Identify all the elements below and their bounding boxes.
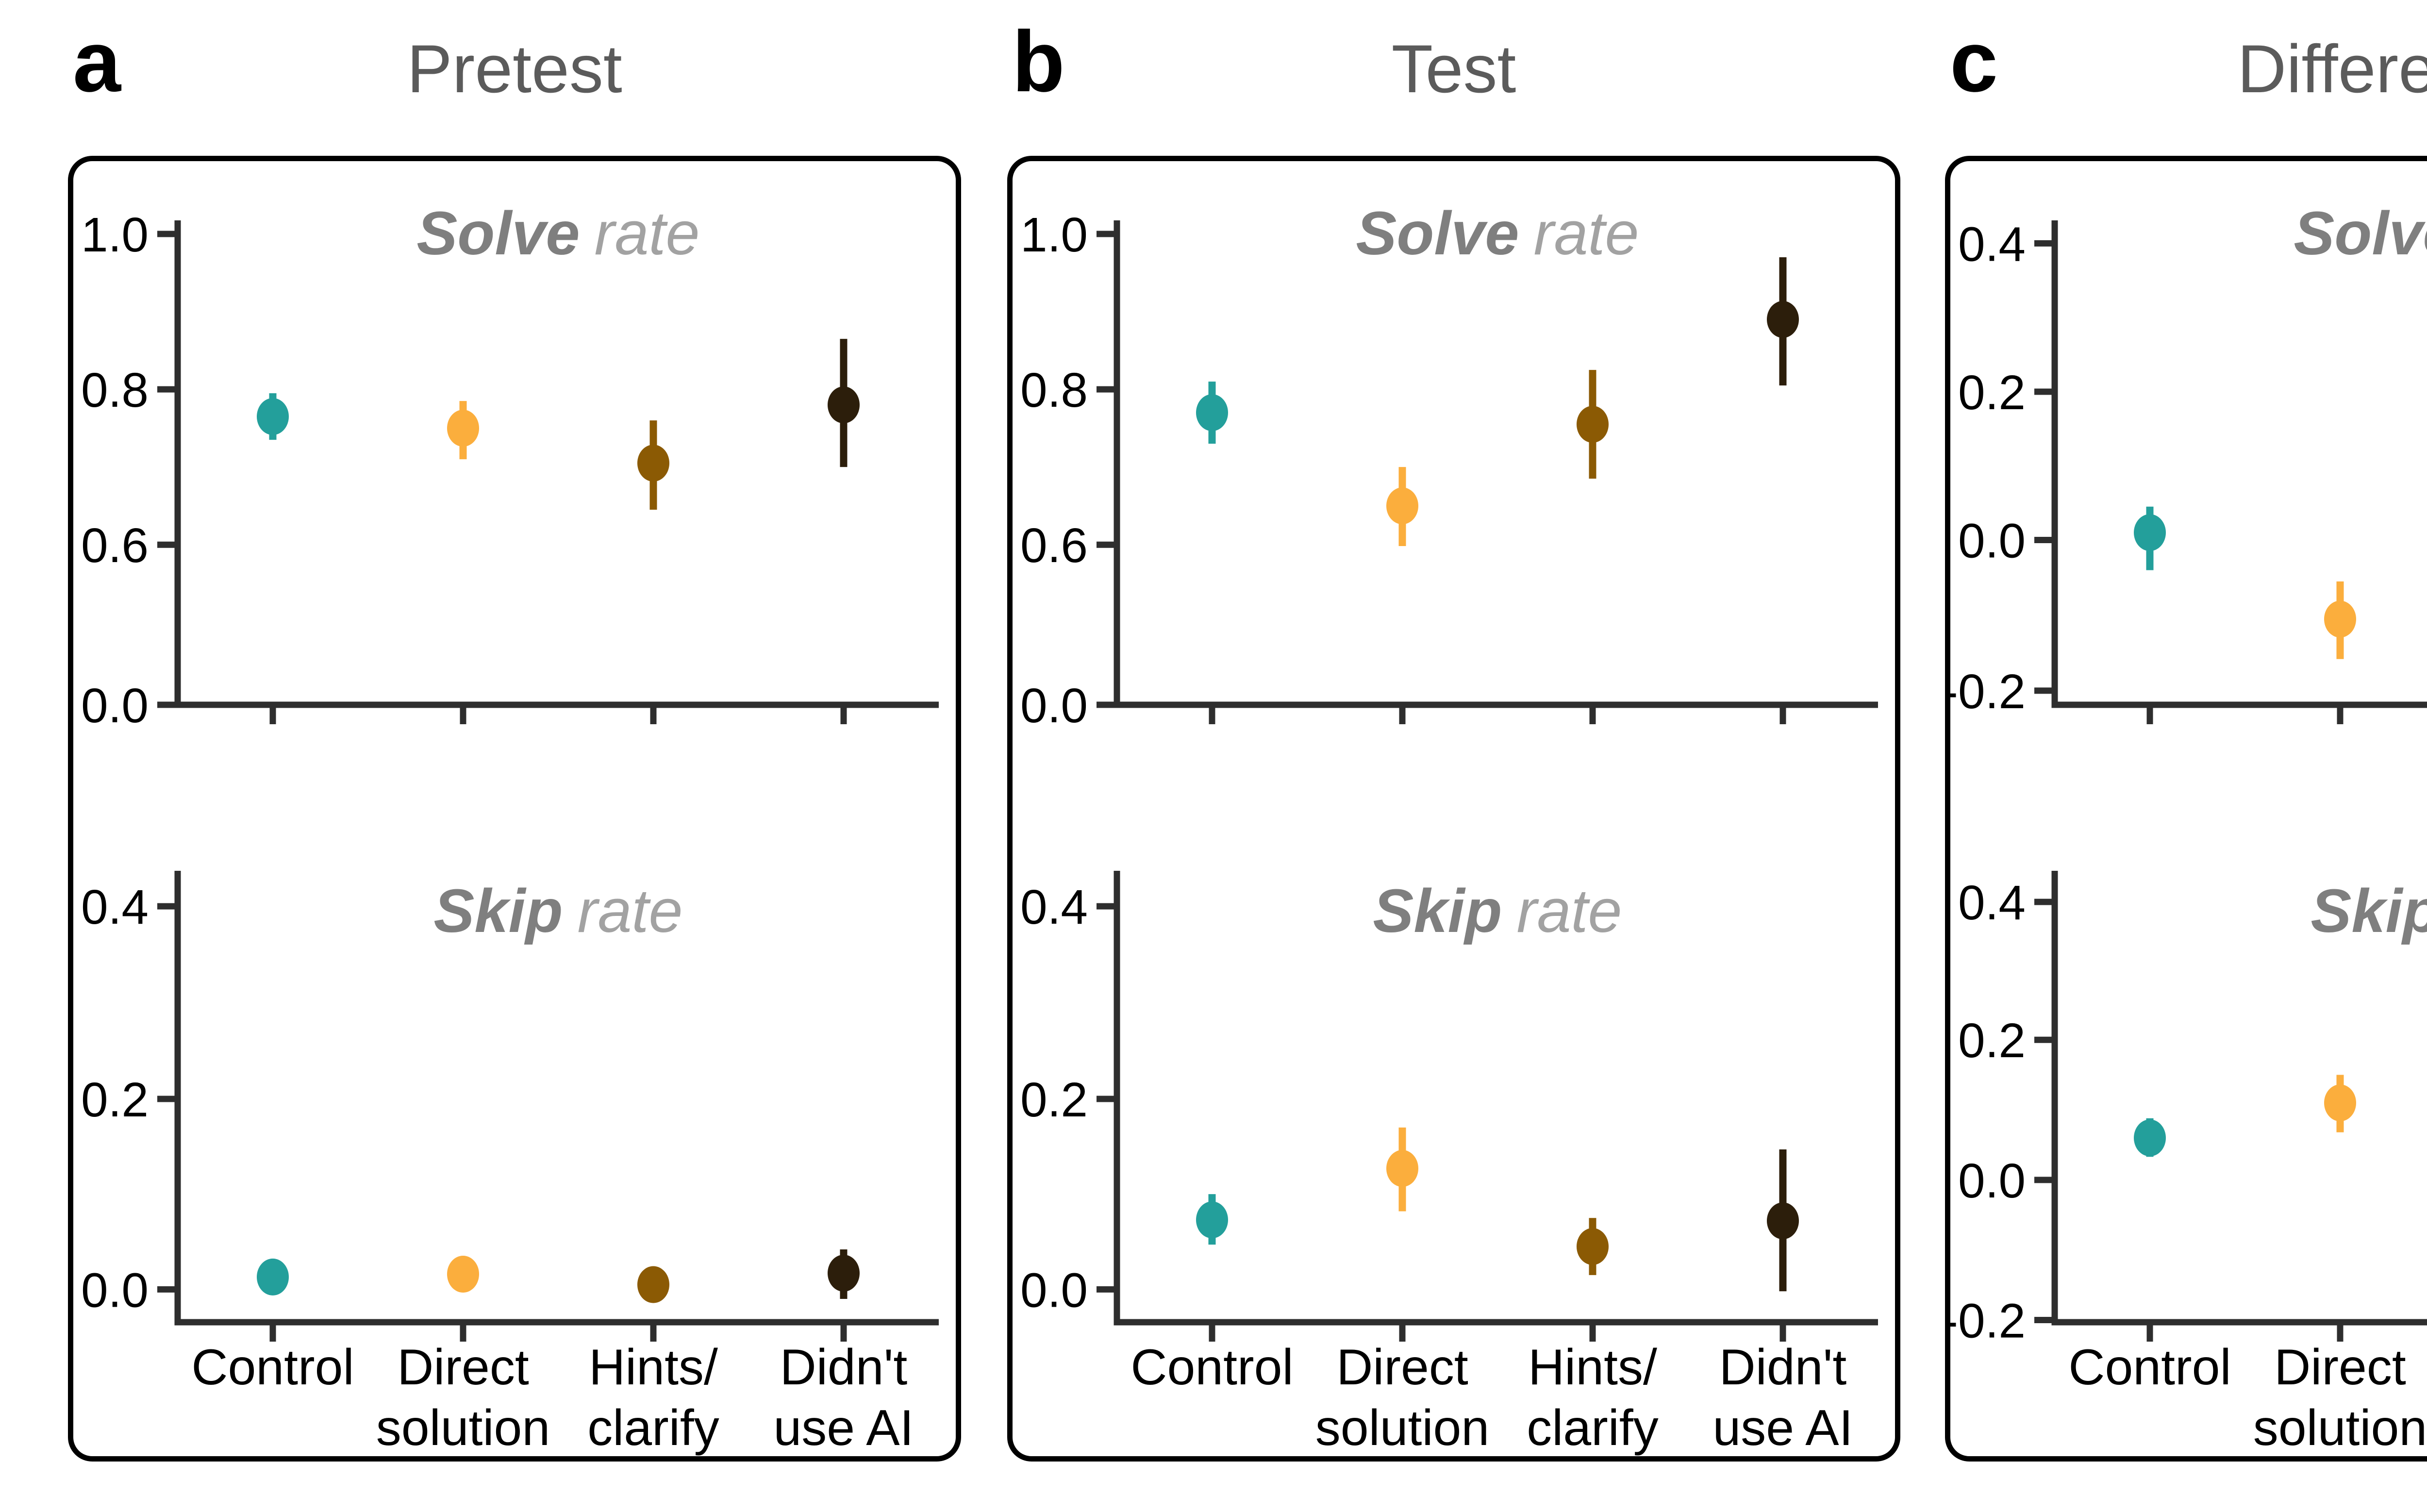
category-label: solution [2253, 1400, 2427, 1456]
y-tick-label: 0.2 [1020, 1073, 1088, 1127]
panel-letter-c: c [1950, 13, 1998, 110]
panel-b: 1.0 0.8 0.6 0.0 Solve rate 0.4 0.2 0.0 Skip rate Co… [1007, 156, 1900, 1462]
y-tick-label: 0.0 [1020, 1263, 1088, 1317]
data-point [2324, 600, 2356, 638]
data-point [2324, 1084, 2356, 1122]
category-label: Control [1130, 1339, 1293, 1396]
y-tick-label: -0.2 [1950, 665, 2026, 719]
panel-title-test: Test [1391, 31, 1516, 107]
category-label: Hints/ [1528, 1339, 1657, 1396]
y-tick-label: 0.0 [1020, 679, 1088, 733]
data-point [447, 410, 479, 447]
data-point [257, 1258, 289, 1296]
y-tick-label: -0.2 [1950, 1294, 2026, 1348]
category-label: Direct [1336, 1339, 1468, 1396]
y-tick-label: 0.2 [81, 1073, 149, 1127]
category-label: Direct [2274, 1339, 2406, 1396]
data-point [1196, 1201, 1228, 1239]
data-point [2134, 514, 2166, 551]
y-tick-label: 0.4 [1958, 876, 2026, 930]
category-label: Control [191, 1339, 354, 1396]
data-point [637, 1266, 669, 1303]
category-label: Direct [397, 1339, 529, 1396]
panel-title-difference: Difference [2237, 31, 2427, 107]
data-point [1577, 1228, 1609, 1265]
category-label: clarify [1527, 1400, 1659, 1456]
y-tick-label: 0.6 [1020, 518, 1088, 573]
y-tick-label: 0.0 [1958, 514, 2026, 568]
panel-letter-a: a [73, 13, 121, 110]
data-point [828, 1254, 860, 1292]
panel-title-pretest: Pretest [407, 31, 622, 107]
category-label: use AI [1712, 1400, 1853, 1456]
y-tick-label: 1.0 [1020, 208, 1088, 262]
category-label: use AI [773, 1400, 914, 1456]
y-tick-label: 0.0 [81, 679, 149, 733]
panel-b-chart: 1.0 0.8 0.6 0.0 Solve rate 0.4 0.2 0.0 Skip rate Co… [1020, 199, 1878, 1456]
data-point [1577, 406, 1609, 443]
y-tick-label: 0.2 [1958, 1014, 2026, 1068]
data-point [2134, 1119, 2166, 1157]
category-label: solution [1315, 1400, 1489, 1456]
category-label: Didn't [780, 1339, 908, 1396]
data-point [1196, 394, 1228, 432]
y-tick-label: 0.0 [81, 1263, 149, 1317]
data-point [1767, 301, 1799, 338]
data-point [637, 445, 669, 482]
data-point [1386, 1150, 1418, 1187]
category-label: solution [376, 1400, 550, 1456]
y-tick-label: 0.2 [1958, 366, 2026, 420]
category-label: Didn't [1719, 1339, 1847, 1396]
category-label: clarify [587, 1400, 719, 1456]
category-label: Control [2068, 1339, 2231, 1396]
data-point [1386, 487, 1418, 525]
data-point [257, 398, 289, 435]
panel-a: 1.0 0.8 0.6 0.0 Solve rate 0.4 0.2 0.0 Skip rate Co… [68, 156, 961, 1462]
data-point [828, 386, 860, 424]
y-tick-label: 0.0 [1958, 1154, 2026, 1208]
y-tick-label: 0.4 [81, 880, 149, 934]
y-tick-label: 0.8 [81, 363, 149, 417]
panel-a-chart: 1.0 0.8 0.6 0.0 Solve rate 0.4 0.2 0.0 Skip rate Co… [81, 199, 939, 1456]
data-point [447, 1255, 479, 1293]
panel-letter-b: b [1012, 13, 1065, 110]
y-tick-label: 0.8 [1020, 363, 1088, 417]
y-tick-label: 1.0 [81, 208, 149, 262]
y-tick-label: 0.4 [1020, 880, 1088, 934]
data-point [1767, 1202, 1799, 1240]
category-label: Hints/ [589, 1339, 718, 1396]
y-tick-label: 0.4 [1958, 217, 2026, 271]
y-tick-label: 0.6 [81, 518, 149, 573]
